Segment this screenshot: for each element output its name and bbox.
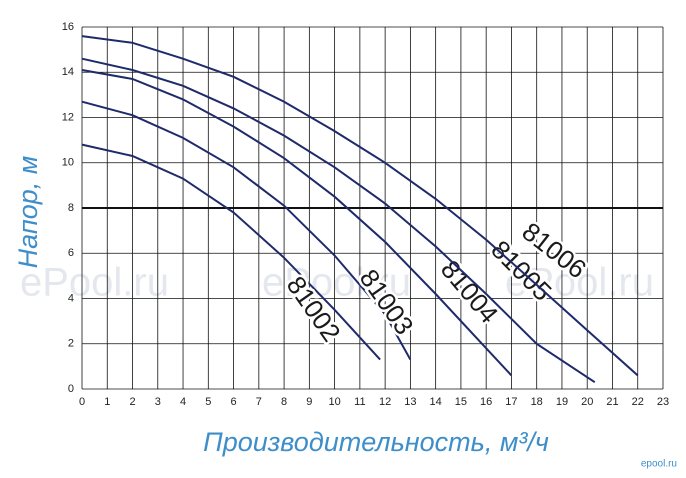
x-axis-label: Производительность, м³/ч <box>203 427 549 457</box>
x-tick-label: 11 <box>354 396 365 408</box>
watermark: ePool.ru <box>20 261 169 305</box>
y-tick-label: 4 <box>68 292 74 304</box>
y-tick-label: 2 <box>68 338 74 350</box>
y-tick-label: 8 <box>68 202 74 214</box>
x-tick-label: 5 <box>205 396 211 408</box>
x-tick-label: 1 <box>104 396 110 408</box>
y-tick-label: 12 <box>62 111 74 123</box>
series-line <box>81 57 596 384</box>
x-tick-label: 17 <box>505 396 517 408</box>
series-line <box>81 143 381 361</box>
x-tick-label: 2 <box>129 396 135 408</box>
x-tick-label: 10 <box>328 396 340 408</box>
x-tick-label: 7 <box>256 396 262 408</box>
series-label: 81004 <box>435 254 504 329</box>
x-tick-label: 13 <box>404 396 416 408</box>
x-tick-label: 8 <box>281 396 287 408</box>
x-tick-label: 15 <box>455 396 467 408</box>
x-tick-label: 3 <box>155 396 161 408</box>
x-tick-label: 19 <box>556 396 568 408</box>
series-line <box>81 35 639 377</box>
y-axis-label: Напор, м <box>13 156 43 269</box>
x-tick-label: 14 <box>430 396 442 408</box>
y-tick-label: 6 <box>68 247 74 259</box>
x-tick-label: 16 <box>480 396 492 408</box>
series-line <box>81 100 412 361</box>
series-line <box>81 69 513 377</box>
x-tick-label: 12 <box>379 396 391 408</box>
x-tick-label: 4 <box>180 396 186 408</box>
x-tick-label: 23 <box>657 396 669 408</box>
x-tick-label: 20 <box>581 396 593 408</box>
x-tick-label: 21 <box>606 396 618 408</box>
x-tick-label: 22 <box>632 396 644 408</box>
x-tick-label: 0 <box>79 396 85 408</box>
x-tick-label: 6 <box>231 396 237 408</box>
corner-mark: epool.ru <box>641 459 677 470</box>
watermark: ePool.ru <box>505 261 654 305</box>
y-tick-label: 16 <box>62 21 74 33</box>
y-tick-label: 10 <box>62 157 74 169</box>
y-tick-label: 0 <box>68 383 74 395</box>
watermark: ePool.ru <box>262 261 411 305</box>
x-tick-label: 9 <box>306 396 312 408</box>
y-tick-label: 14 <box>62 66 74 78</box>
x-tick-label: 18 <box>531 396 543 408</box>
